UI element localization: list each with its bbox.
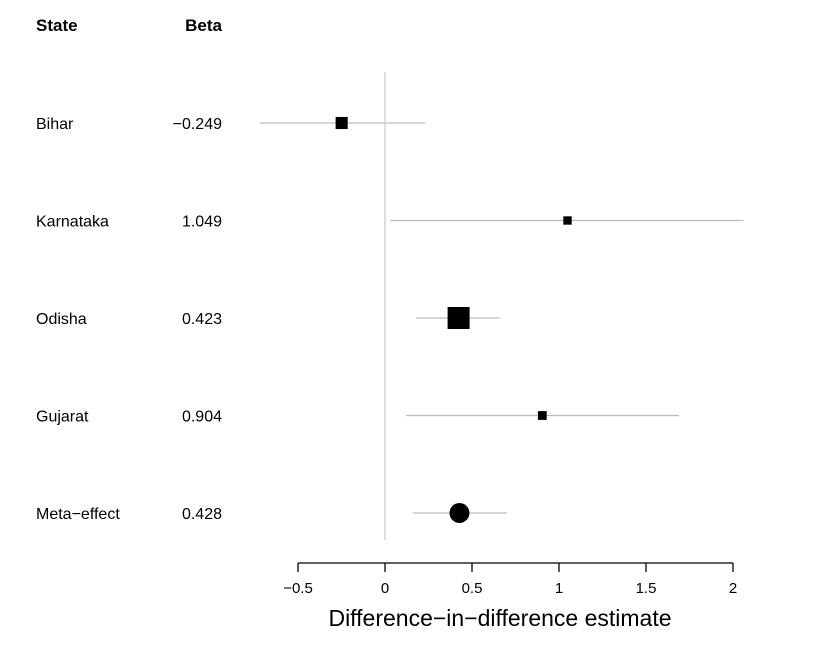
x-tick-label: 0.5	[462, 580, 483, 597]
forest-row: Odisha 0.423	[36, 307, 500, 329]
x-axis-title: Difference−in−difference estimate	[328, 605, 671, 631]
forest-row: Gujarat 0.904	[36, 409, 680, 426]
row-beta-value: 0.904	[182, 409, 222, 426]
forest-row: Karnataka 1.049	[36, 214, 744, 231]
row-label: Odisha	[36, 311, 87, 328]
x-tick-label: 0	[381, 580, 389, 597]
row-label: Meta−effect	[36, 506, 120, 523]
forest-row: Meta−effect 0.428	[36, 503, 507, 523]
estimate-point	[335, 116, 348, 130]
row-beta-value: 1.049	[182, 214, 222, 231]
forest-rows: Bihar −0.249 Karnataka 1.049 Odisha 0.423 Guja…	[36, 116, 744, 523]
x-tick-label: −0.5	[283, 580, 313, 597]
x-tick-label: 2	[729, 580, 737, 597]
row-label: Gujarat	[36, 409, 89, 426]
row-beta-value: 0.428	[182, 506, 222, 523]
x-axis-ticks: −0.5 0 0.5 1 1.5 2	[283, 563, 737, 597]
x-tick-label: 1	[555, 580, 563, 597]
beta-column-header: Beta	[185, 16, 222, 35]
row-beta-value: 0.423	[182, 311, 222, 328]
row-label: Bihar	[36, 116, 74, 133]
estimate-point	[447, 307, 470, 329]
forest-row: Bihar −0.249	[36, 116, 426, 133]
row-beta-value: −0.249	[173, 116, 222, 133]
state-column-header: State	[36, 16, 78, 35]
estimate-point	[537, 411, 547, 420]
row-label: Karnataka	[36, 214, 109, 231]
estimate-point	[563, 216, 572, 225]
x-tick-label: 1.5	[636, 580, 657, 597]
meta-effect-point	[449, 503, 470, 523]
